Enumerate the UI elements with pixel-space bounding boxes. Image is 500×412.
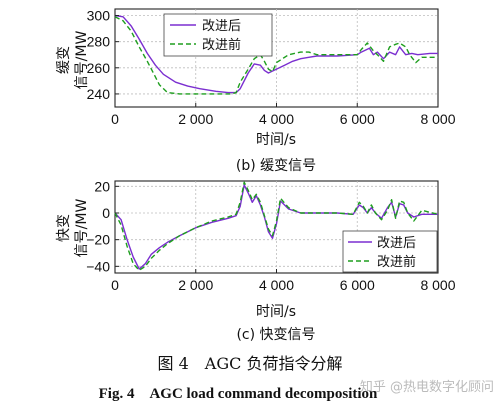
panel-c-series-after-line bbox=[114, 184, 438, 270]
panel-b-xticks: 0 2 000 4 000 6 000 8 000 bbox=[111, 103, 456, 127]
panel-b-ytick-label: 280 bbox=[87, 34, 111, 50]
panel-c-series-before-line bbox=[114, 181, 439, 271]
panel-c-ytick-label: −20 bbox=[86, 232, 110, 248]
panel-b-xtick-label: 8 000 bbox=[420, 111, 455, 127]
figure-title-cn: 图 4 AGC 负荷指令分解 bbox=[158, 354, 343, 373]
panel-c-xtick-label: 8 000 bbox=[420, 277, 455, 293]
panel-b-ylabel-line1: 缓变 bbox=[56, 46, 72, 74]
panel-c-series bbox=[114, 181, 439, 271]
panel-c-xtick-label: 4 000 bbox=[259, 277, 294, 293]
figure-title-en: Fig. 4 AGC load command decomposition bbox=[99, 386, 378, 402]
panel-b-yticks: 240 260 280 300 bbox=[87, 8, 119, 102]
panel-c-yticks: −40 −20 0 20 bbox=[86, 178, 119, 274]
panel-c-xtick-label: 2 000 bbox=[178, 277, 213, 293]
panel-c-ylabel-line2: 信号/MW bbox=[74, 199, 90, 258]
panel-b-ylabel-line2: 信号/MW bbox=[74, 31, 90, 90]
panel-c-ytick-label: −40 bbox=[86, 258, 110, 274]
panel-b-series-before-line bbox=[114, 16, 438, 95]
panel-b-ytick-label: 300 bbox=[87, 8, 111, 24]
panel-b-xtick-label: 0 bbox=[111, 111, 119, 127]
panel-c-ytick-label: 20 bbox=[94, 178, 110, 194]
panel-b-xlabel: 时间/s bbox=[256, 132, 296, 148]
panel-b-legend-box bbox=[163, 13, 273, 57]
panel-c-legend-label-before: 改进前 bbox=[377, 254, 416, 270]
panel-c-ylabel-line1: 快变 bbox=[56, 214, 72, 242]
panel-c-legend: 改进后 改进前 bbox=[342, 230, 438, 273]
watermark: 知乎 @热电数字化顾问 bbox=[360, 379, 494, 395]
panel-b-ytick-label: 240 bbox=[87, 86, 111, 102]
panel-c-ytick-label: 0 bbox=[102, 205, 110, 221]
panel-b-ytick-label: 260 bbox=[87, 60, 111, 76]
panel-b-series bbox=[114, 14, 438, 95]
panel-b-legend-label-after: 改进后 bbox=[202, 19, 241, 34]
panel-c-legend-box bbox=[342, 230, 438, 273]
panel-b-caption: (b) 缓变信号 bbox=[236, 158, 316, 174]
panel-b-legend: 改进后 改进前 bbox=[163, 13, 273, 57]
panel-c-xticks: 0 2 000 4 000 6 000 8 000 bbox=[111, 269, 456, 293]
panel-b-legend-label-before: 改进前 bbox=[202, 37, 241, 53]
panel-b-xtick-label: 2 000 bbox=[178, 111, 213, 127]
panel-c-legend-label-after: 改进后 bbox=[377, 236, 416, 251]
panel-c-xlabel: 时间/s bbox=[256, 304, 296, 320]
panel-b-series-after-line bbox=[114, 14, 438, 94]
panel-b: 240 260 280 300 0 2 000 4 000 6 000 8 000 缓变 信号… bbox=[56, 8, 456, 174]
panel-c-xtick-label: 6 000 bbox=[340, 277, 375, 293]
panel-c-xtick-label: 0 bbox=[111, 277, 119, 293]
panel-c-caption: (c) 快变信号 bbox=[236, 327, 315, 343]
panel-b-xtick-label: 4 000 bbox=[259, 111, 294, 127]
panel-c: −40 −20 0 20 0 2 000 4 000 6 000 8 000 快变 信号/MW… bbox=[56, 178, 456, 343]
panel-b-xtick-label: 6 000 bbox=[340, 111, 375, 127]
